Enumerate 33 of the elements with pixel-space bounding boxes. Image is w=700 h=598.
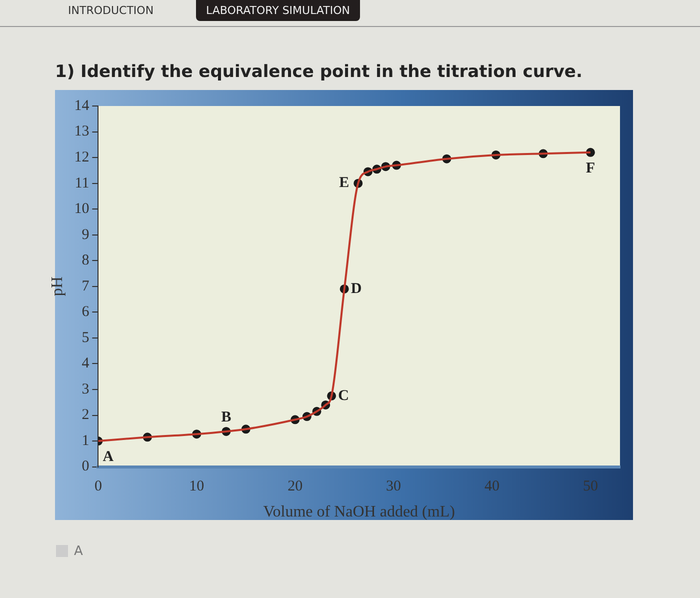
x-tick-label: 40	[484, 478, 500, 495]
x-tick-label: 50	[582, 478, 598, 495]
x-tick-label: 20	[288, 478, 303, 495]
y-tick-label: 8	[82, 252, 90, 269]
annotation: C	[338, 388, 349, 404]
y-tick-label: 0	[82, 458, 90, 475]
y-tick-label: 4	[82, 356, 90, 372]
x-tick-label: 30	[386, 478, 402, 495]
annotation: D	[350, 280, 362, 297]
y-tick-label: 12	[74, 149, 90, 166]
y-axis-title: pH	[48, 276, 66, 296]
annotation: E	[339, 175, 350, 192]
x-tick-label: 0	[94, 478, 102, 495]
annotation: A	[102, 448, 114, 465]
y-tick-label: 11	[74, 175, 90, 192]
annotation: F	[586, 160, 596, 176]
y-tick-label: 10	[74, 201, 90, 218]
x-tick-label: 10	[189, 478, 204, 495]
annotation: B	[221, 409, 232, 426]
y-tick-label: 3	[82, 381, 90, 398]
text: LABORATORY SIMULATION	[196, 0, 360, 21]
chart-title: 1) Identify the equivalence point in the titration curve.	[55, 62, 582, 82]
y-tick-label: 6	[82, 304, 90, 320]
text: A	[74, 544, 83, 559]
y-tick-label: 2	[82, 407, 90, 424]
text: INTRODUCTION	[67, 3, 155, 19]
y-tick-label: 1	[82, 432, 90, 449]
x-axis-title: Volume of NaOH added (mL)	[263, 504, 455, 521]
y-tick-label: 7	[82, 278, 90, 294]
y-tick-label: 5	[82, 330, 90, 346]
y-tick-label: 13	[74, 124, 90, 140]
y-tick-label: 9	[82, 226, 90, 243]
y-tick-label: 14	[74, 98, 90, 114]
